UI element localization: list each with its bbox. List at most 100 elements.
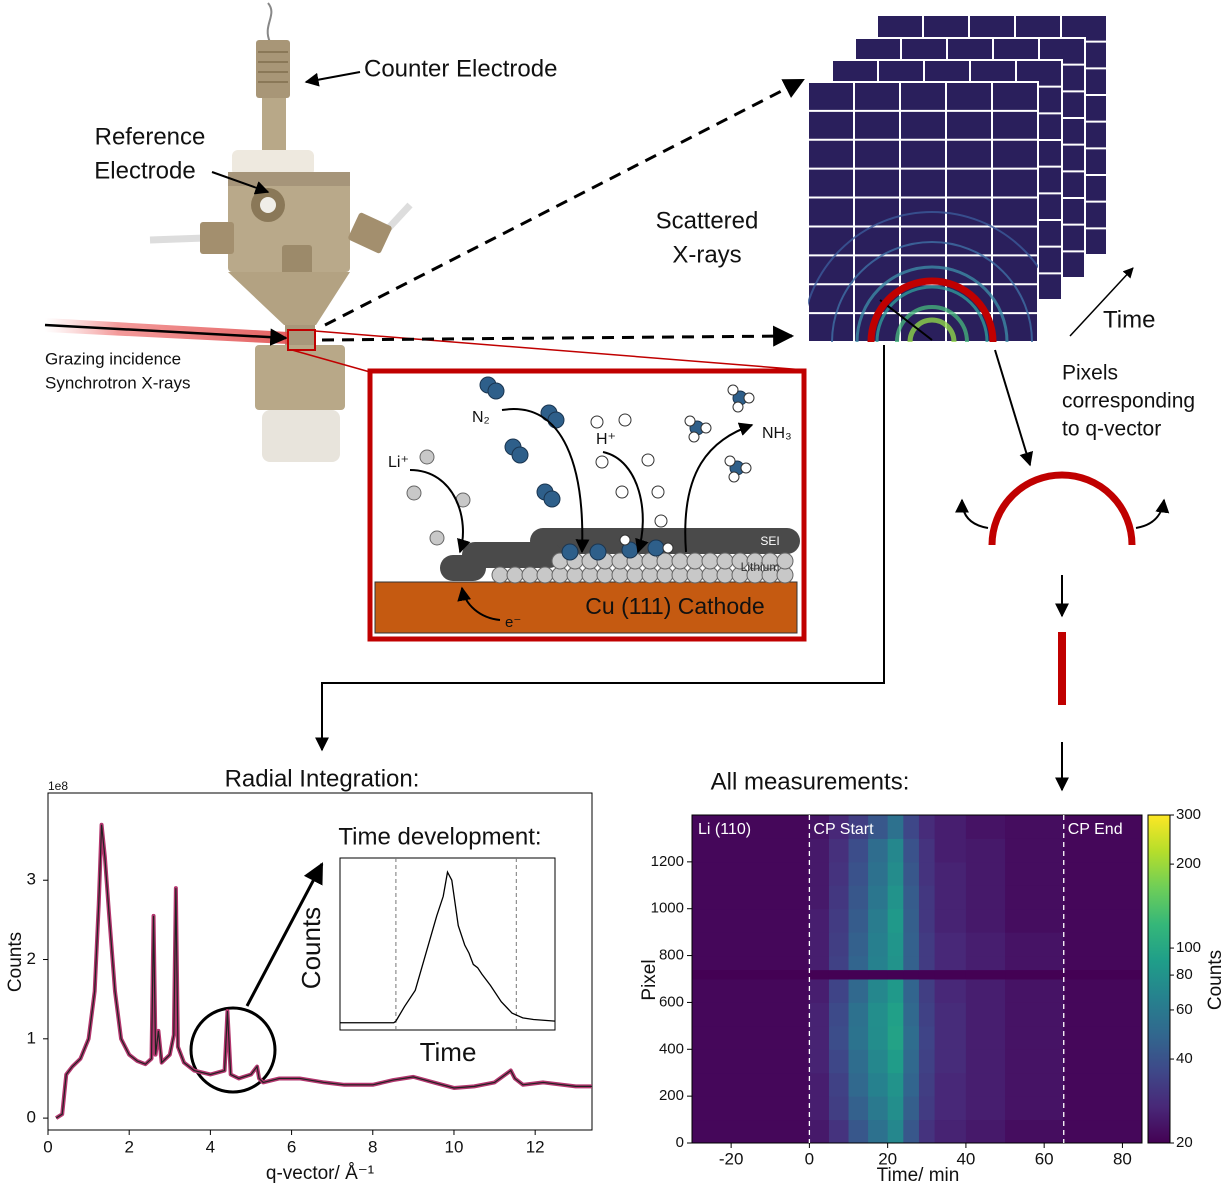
reaction-inset-part-part xyxy=(620,535,630,545)
y-tick-label: 0 xyxy=(676,1134,684,1151)
heatmap-cell xyxy=(1064,932,1143,956)
heatmap-cell xyxy=(829,862,849,886)
heatmap-cell xyxy=(692,862,810,886)
reaction-inset-part-part xyxy=(652,486,664,498)
heatmap-cell xyxy=(868,979,888,1003)
cell-photo-part xyxy=(150,238,205,240)
heatmap-cell xyxy=(868,1049,888,1073)
heatmap-cell xyxy=(903,1096,919,1120)
heatmap-cell xyxy=(1005,885,1064,909)
colorbar-label: Counts xyxy=(1205,950,1226,1010)
heatmap-cell xyxy=(809,979,829,1003)
heatmap-cell xyxy=(868,1120,888,1144)
x-axis-label: Time/ min xyxy=(877,1165,960,1186)
heatmap-cell xyxy=(888,1096,904,1120)
heatmap-cell xyxy=(1064,970,1143,980)
heatmap-cell xyxy=(692,1002,810,1026)
heatmap-cell xyxy=(1064,885,1143,909)
heatmap-cell xyxy=(1005,909,1064,933)
sei-label: SEI xyxy=(760,534,779,548)
heatmap-cell xyxy=(903,932,919,956)
heatmap-cell xyxy=(919,862,935,886)
x-tick-label: -20 xyxy=(719,1149,744,1168)
inset-y-label: Counts xyxy=(296,907,326,989)
reaction-inset-part-part xyxy=(507,567,523,583)
heatmap-cell xyxy=(809,1026,829,1050)
heatmap-cell xyxy=(966,932,1006,956)
cell-photo-part xyxy=(268,3,272,42)
heatmap-cell xyxy=(868,838,888,862)
heatmap-cell xyxy=(849,956,869,971)
heatmap-cell xyxy=(692,956,810,971)
heatmap-cell xyxy=(888,932,904,956)
heatmap-cell xyxy=(1064,979,1143,1003)
reaction-inset-part-part xyxy=(430,531,444,545)
heatmap-cell xyxy=(1064,1120,1143,1144)
heatmap-cell xyxy=(935,862,967,886)
heatmap-cell xyxy=(868,885,888,909)
reaction-inset-part-part xyxy=(512,447,528,463)
heatmap-cell xyxy=(829,970,849,980)
heatmap-cell xyxy=(868,1073,888,1097)
reaction-inset-part-part xyxy=(685,416,695,426)
heatmap-cell xyxy=(919,1026,935,1050)
reaction-inset-part-part xyxy=(642,454,654,466)
reaction-inset-part-part xyxy=(741,463,751,473)
heatmap-cell xyxy=(935,970,967,980)
offset-label: 1e8 xyxy=(48,779,68,793)
heatmap-cell xyxy=(1005,956,1064,971)
reaction-inset-part-part xyxy=(616,486,628,498)
heatmap-cell xyxy=(935,1073,967,1097)
heatmap-cell xyxy=(809,1096,829,1120)
x-tick-label: 8 xyxy=(368,1137,377,1156)
y-tick-label: 1000 xyxy=(651,900,684,917)
heatmap-cell xyxy=(1064,1002,1143,1026)
colorbar xyxy=(1148,815,1170,1143)
reaction-inset-part-part xyxy=(701,423,711,433)
y-tick-label: 200 xyxy=(659,1087,684,1104)
heatmap-cell xyxy=(1005,1049,1064,1073)
heatmap-cell xyxy=(903,885,919,909)
x-tick-label: 4 xyxy=(206,1137,215,1156)
heatmap-cell xyxy=(966,1096,1006,1120)
heatmap-cell xyxy=(903,1002,919,1026)
colorbar-tick-label: 300 xyxy=(1176,806,1201,823)
heatmap-cell xyxy=(966,1026,1006,1050)
heatmap-cell xyxy=(966,909,1006,933)
heatmap-cell xyxy=(809,1049,829,1073)
heatmap-cell xyxy=(966,885,1006,909)
heatmap-cell xyxy=(692,979,810,1003)
heatmap-cell xyxy=(935,838,967,862)
reaction-inset-part-part xyxy=(407,486,421,500)
reaction-inset-part-part xyxy=(717,553,733,569)
cell-photo-part xyxy=(262,410,340,462)
reference-electrode-label: Electrode xyxy=(94,157,195,184)
heatmap-cell xyxy=(829,909,849,933)
inset-frame xyxy=(340,858,555,1030)
colorbar-tick-label: 60 xyxy=(1176,1001,1193,1018)
heatmap-cell xyxy=(868,932,888,956)
y-axis-label: Pixel xyxy=(639,959,660,1000)
heatmap-cell xyxy=(888,1002,904,1026)
heatmap-cell xyxy=(868,862,888,886)
heatmap-cell xyxy=(849,970,869,980)
n2-label: N₂ xyxy=(472,409,490,426)
y-tick-label: 0 xyxy=(27,1108,36,1127)
figure: Counter Electrode Reference Electrode Gr… xyxy=(0,0,1229,1187)
x-tick-label: 6 xyxy=(287,1137,296,1156)
x-tick-label: 0 xyxy=(43,1137,52,1156)
heatmap-cell xyxy=(829,1120,849,1144)
heatmap-cell xyxy=(919,1049,935,1073)
heatmap-cell xyxy=(849,1096,869,1120)
heatmap-cell xyxy=(1005,838,1064,862)
heatmap-cell xyxy=(888,1073,904,1097)
heatmap-cell xyxy=(809,1002,829,1026)
colorbar-tick-label: 40 xyxy=(1176,1050,1193,1067)
heatmap-cell xyxy=(903,1120,919,1144)
reaction-inset-part-part xyxy=(590,544,606,560)
heatmap-cell xyxy=(849,1026,869,1050)
heatmap-cell xyxy=(903,1026,919,1050)
heatmap-cell xyxy=(692,1073,810,1097)
heatmap-cell xyxy=(829,1026,849,1050)
heatmap-cell xyxy=(935,1002,967,1026)
